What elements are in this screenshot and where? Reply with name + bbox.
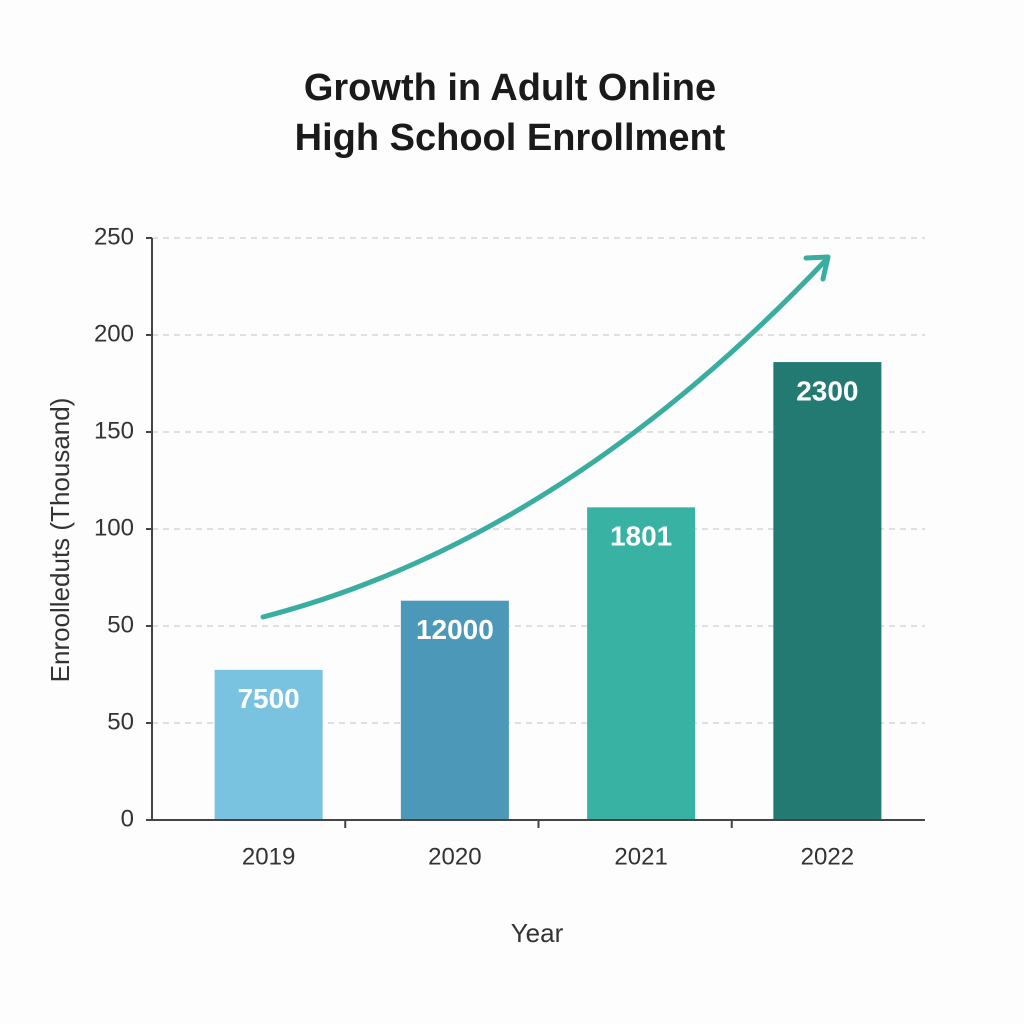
bar-annotation: 1801 <box>610 521 672 552</box>
trend-arrow <box>260 254 831 620</box>
y-tick-label: 50 <box>107 611 134 638</box>
y-tick-label: 250 <box>94 223 134 250</box>
chart-title: Growth in Adult Online <box>304 67 716 109</box>
trend-arrowhead <box>803 254 831 282</box>
bar <box>400 600 509 820</box>
y-tick-label: 150 <box>94 417 134 444</box>
y-tick-label: 50 <box>107 708 134 735</box>
trend-line <box>260 257 829 620</box>
y-tick-label: 0 <box>121 805 134 832</box>
x-tick-label: 2021 <box>614 843 667 870</box>
chart-title: High School Enrollment <box>295 117 726 159</box>
x-tick-label: 2020 <box>428 843 481 870</box>
bar <box>587 507 696 820</box>
x-tick-label: 2019 <box>242 843 295 870</box>
y-axis-title: Enroolleduts (Thousand) <box>45 398 75 683</box>
y-tick-label: 100 <box>94 514 134 541</box>
bar <box>773 362 882 820</box>
grid <box>152 237 925 724</box>
y-tick-label: 200 <box>94 320 134 347</box>
bar-annotation: 12000 <box>416 614 494 645</box>
x-axis-title: Year <box>511 918 564 948</box>
bar-annotation: 7500 <box>237 683 299 714</box>
bars <box>214 362 882 820</box>
bar <box>214 669 323 820</box>
bar-annotation: 2300 <box>796 375 858 406</box>
x-tick-label: 2022 <box>801 843 854 870</box>
